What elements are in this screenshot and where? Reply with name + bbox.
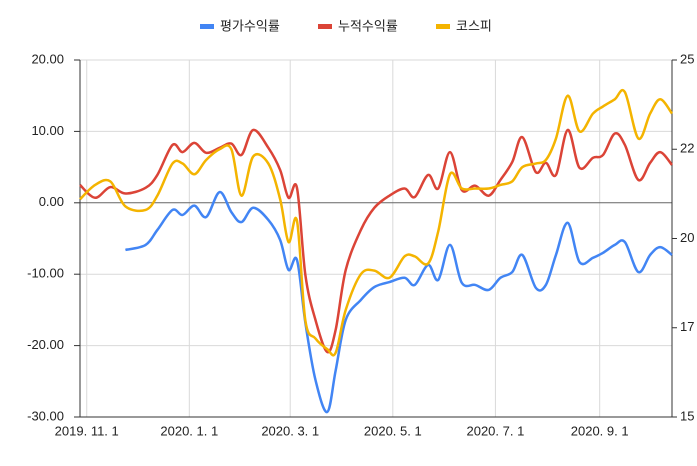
x-tick-label: 2020. 1. 1	[160, 423, 218, 438]
y2-tick-label: 15	[680, 408, 694, 423]
legend-label: 코스피	[456, 18, 492, 33]
y-tick-label: 20.00	[31, 51, 64, 66]
x-tick-label: 2020. 3. 1	[261, 423, 319, 438]
y-tick-label: 0.00	[39, 194, 64, 209]
y-tick-label: -30.00	[27, 408, 64, 423]
x-tick-label: 2020. 5. 1	[364, 423, 422, 438]
y2-tick-label: 17	[680, 319, 694, 334]
y2-tick-label: 22	[680, 141, 694, 156]
legend-label: 평가수익률	[220, 18, 280, 33]
y2-tick-label: 25	[680, 51, 694, 66]
y2-tick-label: 20	[680, 230, 694, 245]
series-line	[125, 190, 673, 414]
y-tick-label: -20.00	[27, 337, 64, 352]
x-tick-label: 2020. 7. 1	[466, 423, 524, 438]
legend-swatch	[318, 24, 332, 29]
legend-swatch	[200, 24, 214, 29]
legend-label: 누적수익률	[338, 18, 398, 33]
x-tick-label: 2020. 9. 1	[571, 423, 629, 438]
series-line	[79, 128, 673, 354]
y-tick-label: -10.00	[27, 266, 64, 281]
legend-swatch	[436, 24, 450, 29]
y-tick-label: 10.00	[31, 123, 64, 138]
series-line	[79, 88, 674, 357]
x-tick-label: 2019. 11. 1	[55, 423, 119, 438]
